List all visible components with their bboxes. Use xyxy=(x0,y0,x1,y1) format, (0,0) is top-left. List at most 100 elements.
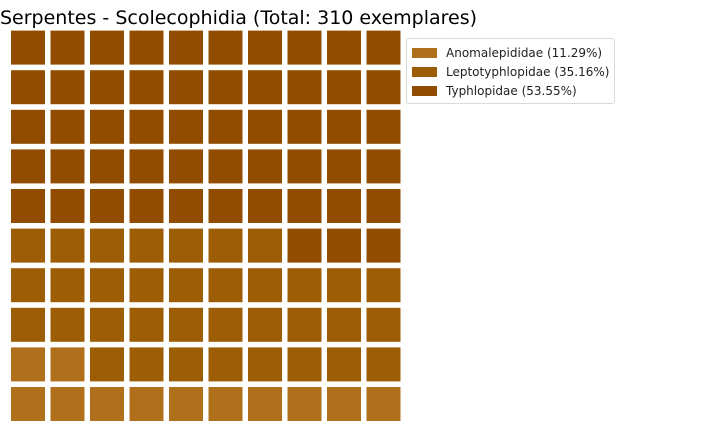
waffle-square-leptotyphlopidae xyxy=(208,307,243,342)
legend-label-leptotyphlopidae: Leptotyphlopidae (35.16%) xyxy=(446,64,610,79)
waffle-square-anomalepididae xyxy=(208,387,243,421)
waffle-square-typhlopidae xyxy=(129,109,164,144)
waffle-square-typhlopidae xyxy=(208,30,243,65)
waffle-square-typhlopidae xyxy=(129,70,164,105)
waffle-square-typhlopidae xyxy=(169,109,203,144)
waffle-square-typhlopidae xyxy=(50,109,85,144)
waffle-square-typhlopidae xyxy=(90,149,124,184)
waffle-square-leptotyphlopidae xyxy=(208,228,243,263)
waffle-square-typhlopidae xyxy=(129,149,164,184)
waffle-square-typhlopidae xyxy=(287,189,322,223)
waffle-square-leptotyphlopidae xyxy=(327,347,361,382)
waffle-square-leptotyphlopidae xyxy=(129,228,164,263)
waffle-square-leptotyphlopidae xyxy=(11,268,45,303)
legend-item-anomalepididae: Anomalepididae (11.29%) xyxy=(412,43,609,62)
waffle-square-leptotyphlopidae xyxy=(248,347,282,382)
waffle-square-leptotyphlopidae xyxy=(169,307,203,342)
waffle-square-typhlopidae xyxy=(50,30,85,65)
waffle-square-anomalepididae xyxy=(248,387,282,421)
waffle-square-leptotyphlopidae xyxy=(248,307,282,342)
waffle-square-typhlopidae xyxy=(327,189,361,223)
legend-swatch-leptotyphlopidae xyxy=(412,66,437,77)
waffle-square-typhlopidae xyxy=(287,109,322,144)
waffle-square-typhlopidae xyxy=(287,30,322,65)
waffle-square-typhlopidae xyxy=(248,109,282,144)
waffle-square-leptotyphlopidae xyxy=(366,307,401,342)
legend-item-typhlopidae: Typhlopidae (53.55%) xyxy=(412,81,609,100)
waffle-square-typhlopidae xyxy=(366,109,401,144)
waffle-square-leptotyphlopidae xyxy=(169,347,203,382)
waffle-square-leptotyphlopidae xyxy=(90,347,124,382)
waffle-square-leptotyphlopidae xyxy=(366,268,401,303)
legend: Anomalepididae (11.29%) Leptotyphlopidae… xyxy=(406,38,616,104)
waffle-square-leptotyphlopidae xyxy=(90,307,124,342)
waffle-square-leptotyphlopidae xyxy=(287,268,322,303)
waffle-square-leptotyphlopidae xyxy=(287,347,322,382)
waffle-square-typhlopidae xyxy=(287,149,322,184)
legend-label-typhlopidae: Typhlopidae (53.55%) xyxy=(446,83,577,98)
waffle-square-typhlopidae xyxy=(50,189,85,223)
waffle-square-leptotyphlopidae xyxy=(129,347,164,382)
waffle-square-anomalepididae xyxy=(327,387,361,421)
waffle-square-leptotyphlopidae xyxy=(366,347,401,382)
waffle-square-typhlopidae xyxy=(327,30,361,65)
waffle-square-anomalepididae xyxy=(90,387,124,421)
waffle-square-leptotyphlopidae xyxy=(248,228,282,263)
waffle-square-anomalepididae xyxy=(11,387,45,421)
waffle-square-anomalepididae xyxy=(287,387,322,421)
waffle-square-typhlopidae xyxy=(366,30,401,65)
waffle-square-leptotyphlopidae xyxy=(90,268,124,303)
waffle-square-typhlopidae xyxy=(287,70,322,105)
legend-label-anomalepididae: Anomalepididae (11.29%) xyxy=(446,45,603,60)
waffle-square-typhlopidae xyxy=(327,228,361,263)
waffle-square-typhlopidae xyxy=(11,109,45,144)
waffle-square-leptotyphlopidae xyxy=(248,268,282,303)
waffle-square-typhlopidae xyxy=(287,228,322,263)
waffle-square-typhlopidae xyxy=(90,30,124,65)
waffle-square-typhlopidae xyxy=(169,70,203,105)
waffle-square-typhlopidae xyxy=(208,189,243,223)
waffle-square-leptotyphlopidae xyxy=(11,307,45,342)
waffle-square-typhlopidae xyxy=(90,70,124,105)
waffle-square-leptotyphlopidae xyxy=(169,228,203,263)
waffle-square-leptotyphlopidae xyxy=(50,268,85,303)
waffle-square-typhlopidae xyxy=(208,149,243,184)
waffle-square-typhlopidae xyxy=(366,149,401,184)
waffle-square-leptotyphlopidae xyxy=(129,307,164,342)
waffle-square-typhlopidae xyxy=(327,70,361,105)
waffle-square-leptotyphlopidae xyxy=(287,307,322,342)
waffle-square-leptotyphlopidae xyxy=(169,268,203,303)
waffle-square-anomalepididae xyxy=(129,387,164,421)
waffle-square-typhlopidae xyxy=(129,30,164,65)
waffle-square-leptotyphlopidae xyxy=(50,228,85,263)
waffle-square-typhlopidae xyxy=(208,109,243,144)
waffle-square-anomalepididae xyxy=(50,347,85,382)
waffle-square-leptotyphlopidae xyxy=(327,307,361,342)
waffle-square-leptotyphlopidae xyxy=(327,268,361,303)
waffle-square-typhlopidae xyxy=(11,70,45,105)
waffle-square-leptotyphlopidae xyxy=(50,307,85,342)
waffle-square-anomalepididae xyxy=(366,387,401,421)
waffle-square-typhlopidae xyxy=(50,70,85,105)
chart-title: Serpentes - Scolecophidia (Total: 310 ex… xyxy=(0,7,478,29)
waffle-square-typhlopidae xyxy=(169,30,203,65)
waffle-square-typhlopidae xyxy=(90,189,124,223)
waffle-square-typhlopidae xyxy=(169,149,203,184)
waffle-square-typhlopidae xyxy=(248,149,282,184)
waffle-square-typhlopidae xyxy=(208,70,243,105)
waffle-square-typhlopidae xyxy=(11,30,45,65)
legend-swatch-typhlopidae xyxy=(412,85,437,96)
waffle-square-leptotyphlopidae xyxy=(208,268,243,303)
waffle-square-typhlopidae xyxy=(248,30,282,65)
waffle-square-leptotyphlopidae xyxy=(90,228,124,263)
waffle-square-typhlopidae xyxy=(327,109,361,144)
waffle-square-typhlopidae xyxy=(327,149,361,184)
waffle-square-typhlopidae xyxy=(366,228,401,263)
waffle-square-typhlopidae xyxy=(248,70,282,105)
waffle-square-typhlopidae xyxy=(11,149,45,184)
waffle-square-leptotyphlopidae xyxy=(208,347,243,382)
waffle-square-anomalepididae xyxy=(50,387,85,421)
legend-item-leptotyphlopidae: Leptotyphlopidae (35.16%) xyxy=(412,62,609,81)
waffle-square-typhlopidae xyxy=(366,70,401,105)
